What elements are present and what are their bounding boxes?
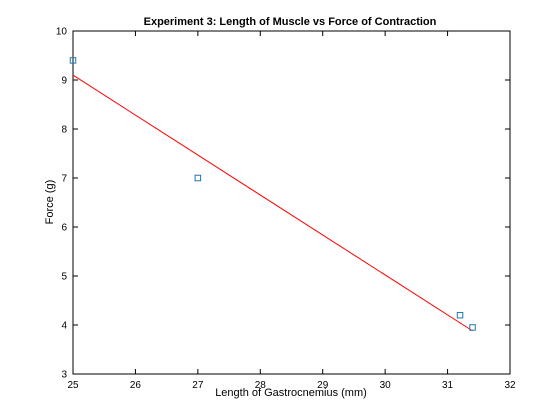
x-tick-label: 25: [67, 380, 79, 391]
y-axis-label: Force (g): [44, 180, 56, 225]
x-tick-label: 27: [192, 380, 204, 391]
y-tick-label: 9: [61, 76, 67, 87]
y-tick-label: 6: [61, 223, 67, 234]
data-point: [456, 311, 464, 319]
series-layer: [69, 57, 476, 332]
y-tick-label: 4: [61, 321, 67, 332]
x-tick-label: 30: [380, 380, 392, 391]
x-tick-label: 28: [255, 380, 267, 391]
chart-title: Experiment 3: Length of Muscle vs Force …: [144, 16, 437, 28]
y-tick-label: 3: [61, 370, 67, 381]
y-tick-label: 7: [61, 174, 67, 185]
x-tick-label: 26: [130, 380, 142, 391]
data-point: [194, 174, 202, 182]
fit-line: [72, 74, 473, 332]
axis-ticks: 25 26 27 28 29 30 31 32 3 4 5 6 7 8 9 10: [56, 27, 516, 392]
y-tick-label: 10: [56, 27, 68, 38]
data-point: [469, 324, 476, 331]
data-point: [69, 57, 77, 64]
x-tick-label: 29: [317, 380, 329, 391]
x-tick-label: 32: [504, 380, 516, 391]
x-axis-label: Length of Gastrocnemius (mm): [215, 387, 367, 399]
y-tick-label: 5: [61, 272, 67, 283]
x-tick-label: 31: [442, 380, 454, 391]
plot-area: [72, 30, 511, 375]
y-tick-label: 8: [61, 125, 67, 136]
